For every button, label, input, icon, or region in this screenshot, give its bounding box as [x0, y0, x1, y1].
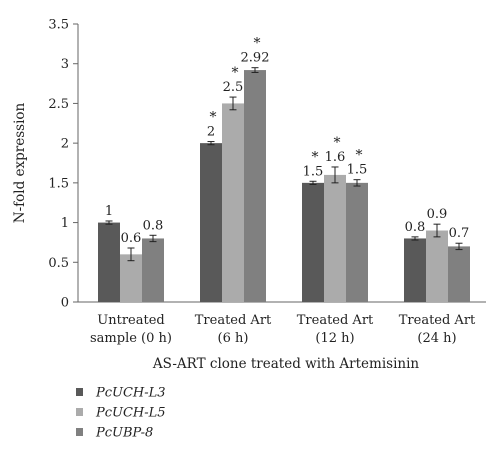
x-tick-label: (6 h)	[218, 331, 249, 346]
data-label: 0.9	[427, 207, 448, 222]
significance-marker: *	[232, 65, 239, 81]
bar	[404, 238, 426, 302]
bar	[244, 70, 266, 302]
legend-swatch	[76, 388, 83, 396]
legend-swatch	[76, 408, 83, 416]
x-tick-label: Untreated	[97, 313, 164, 328]
data-label: 0.7	[449, 226, 470, 241]
y-tick-label: 2.5	[48, 97, 69, 112]
data-label: 2	[207, 125, 215, 140]
y-tick-label: 1.5	[48, 176, 69, 191]
data-label: 0.8	[405, 220, 426, 235]
legend-label: PcUCH-L3	[95, 386, 166, 401]
bar	[98, 222, 120, 302]
bar	[120, 254, 142, 302]
significance-marker: *	[254, 36, 261, 52]
legend-label: PcUCH-L5	[95, 406, 166, 421]
y-tick-label: 3.5	[48, 18, 69, 33]
data-label: 1.5	[347, 163, 368, 178]
bar	[222, 103, 244, 302]
x-tick-label: sample (0 h)	[90, 331, 172, 346]
legend-swatch	[76, 428, 83, 436]
y-tick-label: 2	[61, 137, 69, 152]
bar	[346, 182, 368, 302]
x-tick-label: Treated Art	[195, 313, 272, 328]
data-label: 0.8	[143, 218, 164, 233]
data-label: 1	[105, 204, 113, 219]
significance-marker: *	[356, 148, 363, 164]
y-tick-label: 1	[61, 216, 69, 231]
y-tick-label: 0.5	[48, 256, 69, 271]
data-label: 1.5	[303, 164, 324, 179]
significance-marker: *	[334, 135, 341, 151]
x-tick-label: (12 h)	[315, 331, 354, 346]
x-tick-label: (24 h)	[417, 331, 456, 346]
x-tick-label: Treated Art	[297, 313, 374, 328]
data-label: 1.6	[325, 150, 346, 165]
data-label: 2.92	[241, 51, 270, 66]
bar	[142, 238, 164, 302]
x-tick-label: Treated Art	[399, 313, 476, 328]
data-label: 2.5	[223, 80, 244, 95]
bar	[324, 174, 346, 302]
bar	[448, 246, 470, 302]
x-axis-title: AS-ART clone treated with Artemisinin	[152, 356, 420, 372]
y-tick-label: 0	[61, 296, 69, 311]
bar	[302, 182, 324, 302]
data-label: 0.6	[121, 231, 142, 246]
significance-marker: *	[210, 110, 217, 126]
bar	[426, 230, 448, 302]
legend-label: PcUBP-8	[95, 426, 153, 441]
significance-marker: *	[312, 149, 319, 165]
y-axis-title: N-fold expression	[12, 102, 28, 223]
y-tick-label: 3	[61, 57, 69, 72]
bar	[200, 143, 222, 302]
